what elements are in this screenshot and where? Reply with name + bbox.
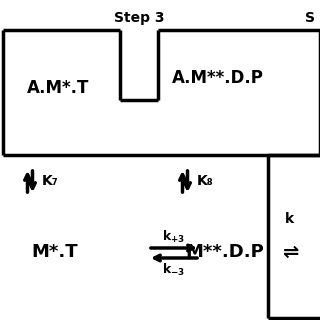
Text: M*.T: M*.T [32,243,78,261]
Text: A.M*.T: A.M*.T [27,79,89,97]
Text: $\mathbf{k_{+3}}$: $\mathbf{k_{+3}}$ [163,229,186,245]
Text: M**.D.P: M**.D.P [186,243,264,261]
Text: K₇: K₇ [42,174,59,188]
Text: $\mathbf{k_{-3}}$: $\mathbf{k_{-3}}$ [163,262,186,278]
Text: $\mathbf{k}$: $\mathbf{k}$ [284,211,296,226]
Text: K₈: K₈ [197,174,214,188]
Text: A.M**.D.P: A.M**.D.P [172,69,264,87]
Text: S: S [305,11,315,25]
Text: $\mathbf{\rightleftharpoons}$: $\mathbf{\rightleftharpoons}$ [279,243,300,261]
Text: Step 3: Step 3 [114,11,164,25]
